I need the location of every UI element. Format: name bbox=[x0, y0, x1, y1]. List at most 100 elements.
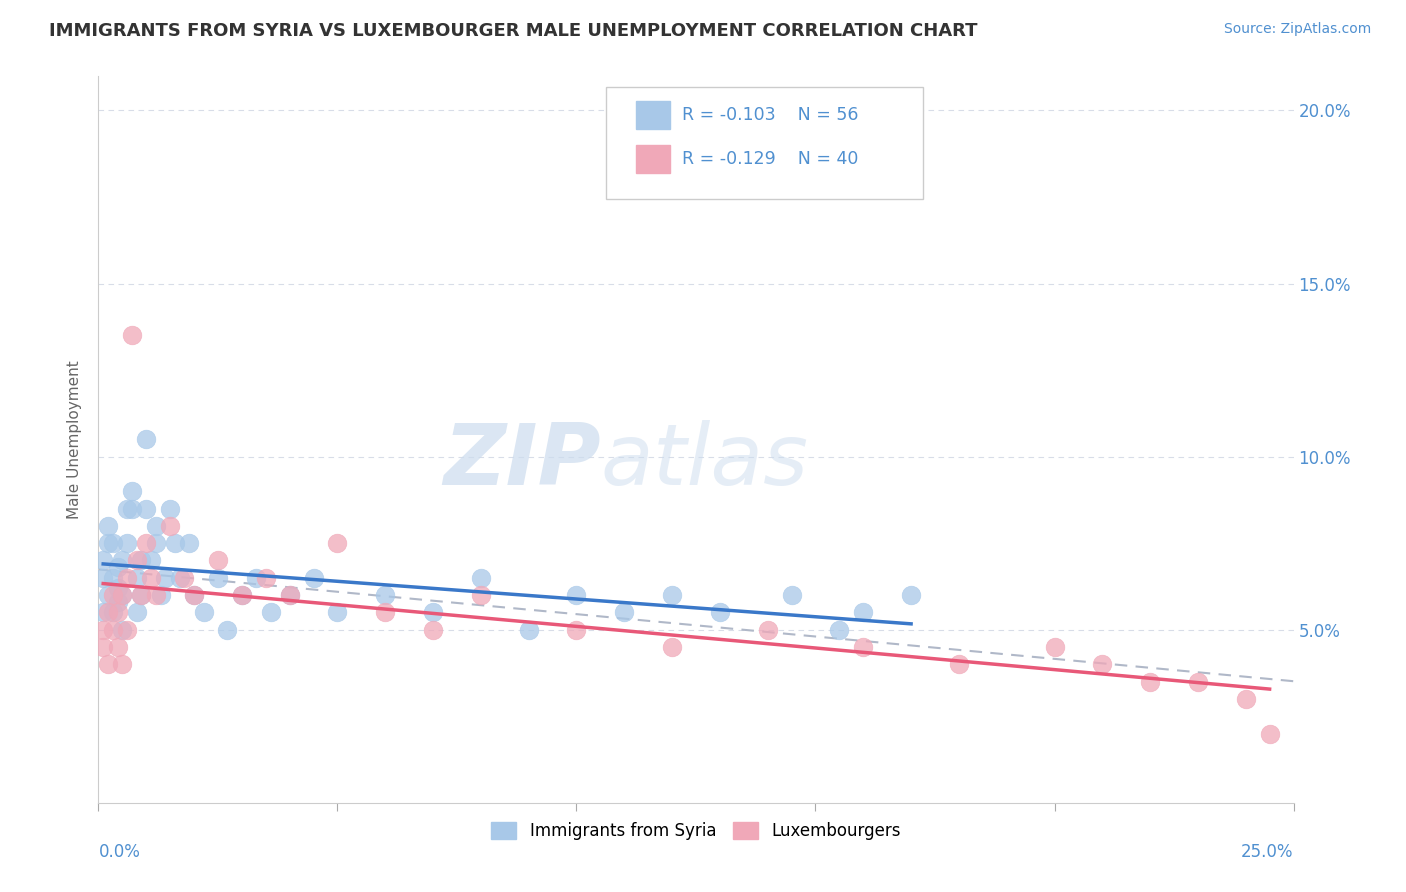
Point bbox=[131, 553, 153, 567]
Point bbox=[1139, 674, 1161, 689]
Point bbox=[259, 606, 281, 620]
Point bbox=[828, 623, 851, 637]
Point bbox=[709, 606, 731, 620]
Point bbox=[756, 623, 779, 637]
Point bbox=[169, 571, 191, 585]
Point bbox=[121, 501, 143, 516]
Point bbox=[111, 623, 134, 637]
Point bbox=[278, 588, 301, 602]
Point bbox=[422, 623, 444, 637]
Point bbox=[374, 588, 396, 602]
Point bbox=[159, 501, 181, 516]
Point bbox=[145, 536, 167, 550]
Point bbox=[125, 606, 148, 620]
Text: Source: ZipAtlas.com: Source: ZipAtlas.com bbox=[1223, 22, 1371, 37]
Point bbox=[91, 623, 114, 637]
Point bbox=[173, 571, 195, 585]
Point bbox=[139, 571, 162, 585]
Point bbox=[245, 571, 267, 585]
Point bbox=[111, 588, 134, 602]
Point bbox=[139, 553, 162, 567]
Point bbox=[111, 588, 134, 602]
Point bbox=[107, 560, 129, 574]
Point bbox=[1187, 674, 1209, 689]
Point bbox=[193, 606, 215, 620]
Point bbox=[101, 606, 124, 620]
Point bbox=[852, 606, 875, 620]
Point bbox=[111, 553, 134, 567]
Y-axis label: Male Unemployment: Male Unemployment bbox=[67, 360, 83, 518]
Legend: Immigrants from Syria, Luxembourgers: Immigrants from Syria, Luxembourgers bbox=[485, 815, 907, 847]
Point bbox=[97, 606, 120, 620]
Point bbox=[565, 623, 588, 637]
Point bbox=[135, 501, 157, 516]
Point bbox=[135, 432, 157, 446]
Point bbox=[661, 588, 683, 602]
Point bbox=[1043, 640, 1066, 654]
Point bbox=[121, 484, 143, 499]
Point bbox=[159, 519, 181, 533]
Point bbox=[101, 536, 124, 550]
Point bbox=[107, 581, 129, 595]
Point bbox=[1234, 692, 1257, 706]
Point bbox=[183, 588, 205, 602]
Point bbox=[163, 536, 186, 550]
Point bbox=[207, 571, 229, 585]
Point bbox=[115, 571, 138, 585]
Point bbox=[217, 623, 239, 637]
Point bbox=[91, 571, 114, 585]
Point bbox=[125, 571, 148, 585]
Point bbox=[1091, 657, 1114, 672]
Point bbox=[97, 519, 120, 533]
Point bbox=[107, 606, 129, 620]
Point bbox=[101, 571, 124, 585]
Point bbox=[470, 588, 492, 602]
Point bbox=[231, 588, 253, 602]
Point bbox=[125, 553, 148, 567]
Point bbox=[852, 640, 875, 654]
Point bbox=[780, 588, 803, 602]
Point bbox=[145, 519, 167, 533]
Point bbox=[115, 623, 138, 637]
Point bbox=[97, 588, 120, 602]
Point bbox=[1258, 726, 1281, 740]
Text: IMMIGRANTS FROM SYRIA VS LUXEMBOURGER MALE UNEMPLOYMENT CORRELATION CHART: IMMIGRANTS FROM SYRIA VS LUXEMBOURGER MA… bbox=[49, 22, 977, 40]
Point bbox=[661, 640, 683, 654]
Point bbox=[131, 588, 153, 602]
Point bbox=[111, 657, 134, 672]
Point bbox=[91, 640, 114, 654]
FancyBboxPatch shape bbox=[606, 87, 922, 200]
Bar bbox=[637, 145, 669, 172]
Text: 0.0%: 0.0% bbox=[98, 843, 141, 861]
Point bbox=[101, 588, 124, 602]
Point bbox=[121, 328, 143, 343]
Text: atlas: atlas bbox=[600, 419, 808, 502]
Point bbox=[91, 606, 114, 620]
Point bbox=[91, 553, 114, 567]
Point bbox=[97, 536, 120, 550]
Point bbox=[302, 571, 325, 585]
Point bbox=[97, 657, 120, 672]
Point bbox=[613, 606, 636, 620]
Point bbox=[231, 588, 253, 602]
Point bbox=[374, 606, 396, 620]
Point bbox=[254, 571, 277, 585]
Point bbox=[107, 595, 129, 609]
Point bbox=[131, 588, 153, 602]
Point bbox=[326, 606, 349, 620]
Point bbox=[183, 588, 205, 602]
Text: R = -0.129    N = 40: R = -0.129 N = 40 bbox=[682, 150, 858, 168]
Point bbox=[145, 588, 167, 602]
Point bbox=[207, 553, 229, 567]
Point bbox=[115, 501, 138, 516]
Point bbox=[135, 536, 157, 550]
Point bbox=[107, 640, 129, 654]
Point bbox=[900, 588, 922, 602]
Point bbox=[326, 536, 349, 550]
Point bbox=[278, 588, 301, 602]
Text: ZIP: ZIP bbox=[443, 419, 600, 502]
Text: R = -0.103    N = 56: R = -0.103 N = 56 bbox=[682, 106, 858, 124]
Point bbox=[948, 657, 970, 672]
Point bbox=[115, 536, 138, 550]
Point bbox=[179, 536, 201, 550]
